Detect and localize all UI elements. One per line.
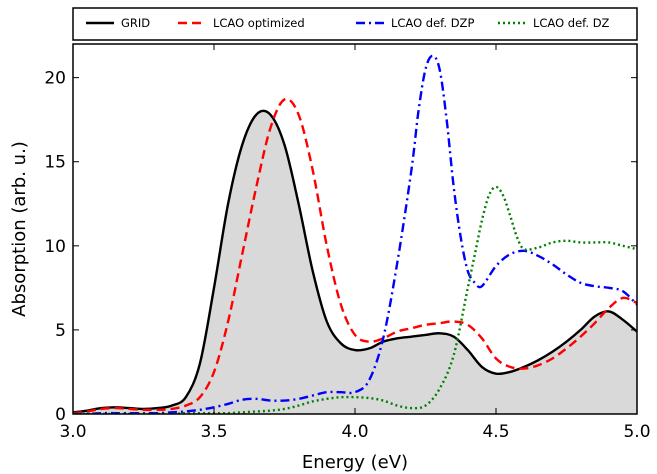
x-tick-label: 5.0 (623, 422, 650, 442)
y-tick-label: 0 (55, 405, 66, 425)
x-tick-label: 4.5 (482, 422, 509, 442)
y-tick-label: 20 (44, 69, 66, 89)
series-line-lcao-optimized (73, 97, 637, 414)
series-fill-grid (73, 110, 637, 414)
series-line-lcao-def-dz (73, 185, 637, 414)
x-axis-label: Energy (eV) (302, 452, 408, 473)
legend-label-grid: GRID (121, 16, 150, 30)
y-tick-label: 15 (44, 153, 66, 173)
legend-label-lcao-def-dz: LCAO def. DZ (533, 16, 610, 30)
series-lines (73, 54, 637, 414)
x-axis-ticks: 3.0 3.5 4.0 4.5 5.0 (59, 44, 651, 442)
y-axis-ticks: 0 5 10 15 20 (44, 69, 637, 425)
legend-frame (72, 7, 638, 41)
x-tick-label: 3.5 (200, 422, 227, 442)
y-tick-label: 5 (55, 321, 66, 341)
series-line-grid (73, 109, 637, 414)
legend-label-lcao-def-dzp: LCAO def. DZP (391, 16, 474, 30)
x-tick-label: 4.0 (341, 422, 368, 442)
legend-label-lcao-optimized: LCAO optimized (213, 16, 305, 30)
legend: GRID LCAO optimized LCAO def. DZP LCAO def.… (72, 7, 638, 41)
series-fills (73, 110, 637, 414)
y-tick-label: 10 (44, 237, 66, 257)
x-tick-label: 3.0 (59, 422, 86, 442)
y-axis-label: Absorption (arb. u.) (9, 141, 30, 317)
